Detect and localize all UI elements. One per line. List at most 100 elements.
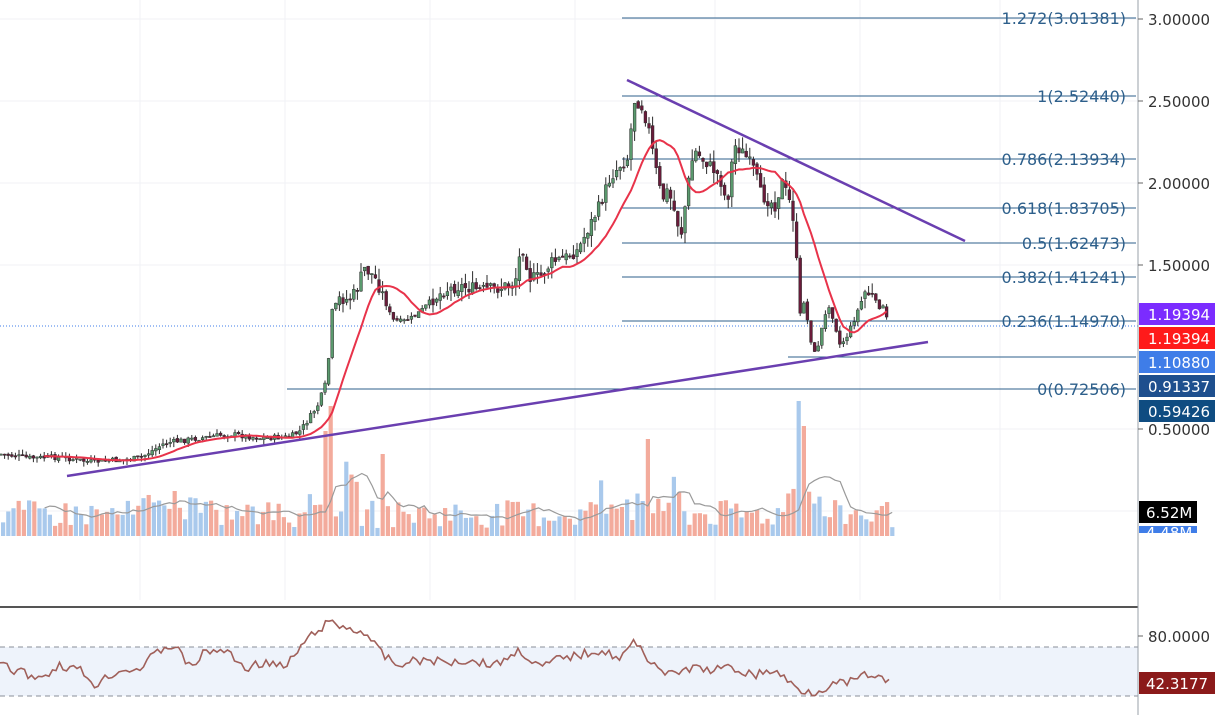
candle bbox=[791, 190, 795, 232]
candle bbox=[722, 182, 727, 201]
candle bbox=[748, 147, 752, 165]
candle bbox=[233, 429, 237, 442]
candle bbox=[841, 337, 846, 348]
candle bbox=[150, 445, 154, 458]
candle bbox=[236, 430, 241, 435]
candle bbox=[398, 315, 403, 323]
volume-bar bbox=[359, 525, 364, 536]
volume-bar bbox=[68, 524, 73, 536]
candle bbox=[218, 431, 223, 437]
volume-bar bbox=[32, 501, 37, 536]
candle bbox=[308, 410, 313, 424]
volume-bar bbox=[209, 500, 214, 536]
candle bbox=[258, 438, 262, 441]
volume-bar bbox=[801, 426, 806, 536]
candle bbox=[17, 449, 21, 461]
candle bbox=[521, 253, 525, 262]
candle bbox=[406, 315, 410, 321]
volume-bar bbox=[864, 519, 869, 536]
candle bbox=[337, 291, 342, 311]
candle bbox=[442, 293, 446, 299]
candle bbox=[622, 157, 626, 172]
volume-bar bbox=[687, 524, 692, 536]
volume-bar bbox=[843, 523, 848, 536]
candle bbox=[812, 341, 817, 352]
candle bbox=[82, 458, 86, 467]
volume-bar bbox=[401, 511, 406, 536]
volume-bar bbox=[380, 454, 385, 536]
candle bbox=[31, 454, 36, 463]
candle bbox=[640, 100, 644, 114]
volume-bar bbox=[755, 509, 760, 536]
volume-bar bbox=[391, 527, 396, 536]
volume-bar bbox=[302, 512, 307, 536]
candle bbox=[10, 451, 14, 458]
fib-level-label: 1.272(3.01381) bbox=[1002, 9, 1126, 28]
candle bbox=[427, 296, 432, 309]
volume-bar bbox=[162, 505, 167, 536]
volume-bar bbox=[110, 508, 115, 536]
rsi-axis-tick-label: 80.0000 bbox=[1148, 628, 1210, 646]
volume-ma-line bbox=[44, 472, 893, 521]
volume-bar bbox=[177, 507, 182, 536]
candle bbox=[802, 301, 806, 314]
candle bbox=[6, 452, 10, 460]
volume-bar bbox=[99, 514, 104, 536]
volume-bar bbox=[567, 518, 572, 536]
candle bbox=[571, 245, 576, 260]
candle bbox=[755, 162, 759, 181]
volume-bar bbox=[333, 516, 338, 536]
volume-bar bbox=[354, 481, 359, 536]
volume-bar bbox=[807, 491, 812, 536]
price-tag-label: 1.10880 bbox=[1148, 354, 1210, 372]
moving-average-line bbox=[44, 139, 888, 462]
volume-bar bbox=[224, 505, 229, 536]
candle bbox=[661, 183, 666, 202]
candle bbox=[762, 177, 766, 205]
volume-bar bbox=[770, 524, 775, 536]
candle bbox=[553, 248, 558, 266]
price-tag-label: 0.59426 bbox=[1148, 403, 1210, 421]
candle bbox=[550, 252, 554, 279]
volume-bar bbox=[521, 516, 526, 536]
volume-bar bbox=[406, 514, 411, 536]
candle bbox=[438, 286, 442, 310]
candle bbox=[172, 436, 176, 448]
candle bbox=[496, 284, 500, 299]
volume-bar bbox=[713, 524, 718, 536]
volume-bar bbox=[651, 513, 656, 536]
volume-bar bbox=[198, 512, 203, 536]
candle bbox=[431, 288, 435, 313]
candle bbox=[391, 311, 396, 322]
volume-bar bbox=[796, 401, 801, 536]
volume-bar bbox=[744, 511, 749, 536]
candle bbox=[312, 409, 316, 419]
volume-bar bbox=[422, 507, 427, 536]
candle bbox=[560, 249, 565, 258]
candle bbox=[866, 286, 871, 296]
candle bbox=[578, 241, 583, 255]
candle bbox=[539, 264, 543, 277]
volume-bar bbox=[53, 525, 58, 536]
candle bbox=[352, 284, 356, 302]
volume-bar bbox=[697, 513, 702, 536]
volume-bar bbox=[547, 520, 552, 536]
candle bbox=[208, 431, 212, 438]
candle bbox=[74, 454, 79, 464]
candle bbox=[672, 190, 676, 212]
candle bbox=[467, 281, 471, 299]
volume-bar bbox=[240, 516, 245, 536]
axis-tick-label: 0.50000 bbox=[1148, 421, 1210, 439]
candle bbox=[413, 314, 417, 318]
candle bbox=[625, 154, 630, 168]
candle bbox=[67, 453, 72, 465]
candle bbox=[542, 271, 547, 284]
axis-tick-label: 2.50000 bbox=[1148, 93, 1210, 111]
volume-bar bbox=[479, 524, 484, 536]
volume-bar bbox=[817, 496, 822, 536]
volume-bar bbox=[21, 509, 26, 536]
candle bbox=[730, 158, 734, 208]
volume-bar bbox=[183, 519, 188, 536]
